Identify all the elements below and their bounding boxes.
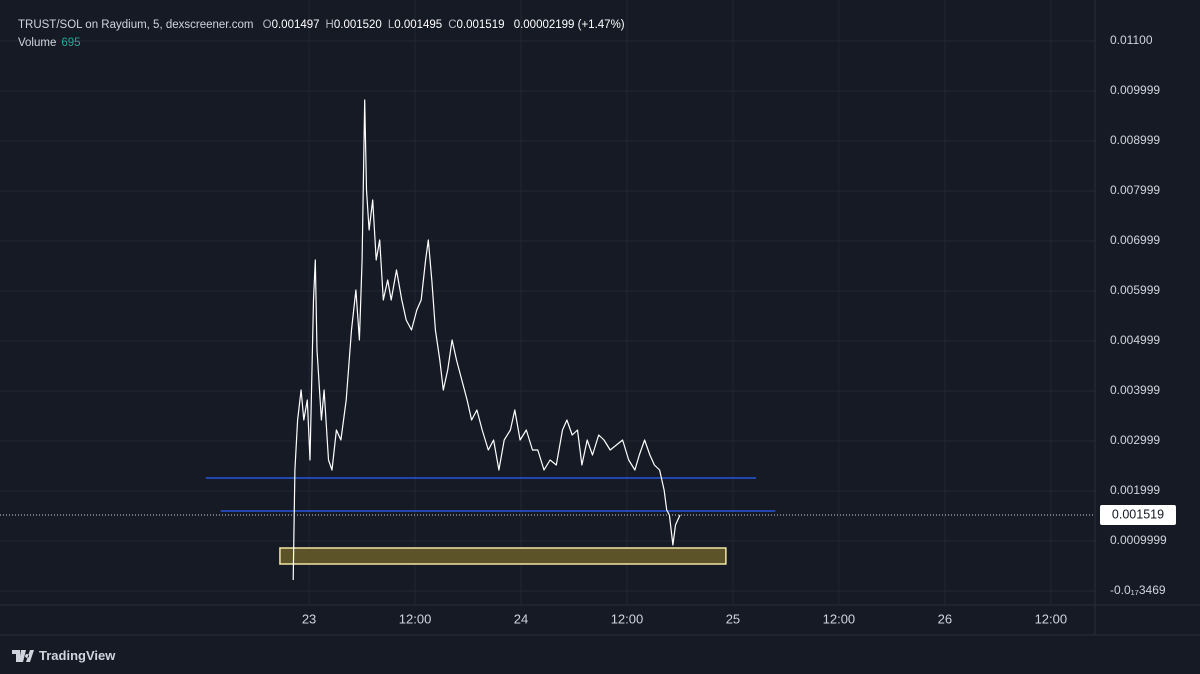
y-tick-label: 0.003999 [1110,383,1160,397]
y-tick-label: 0.004999 [1110,333,1160,347]
y-tick-label: 0.007999 [1110,183,1160,197]
brand-name: TradingView [39,648,116,663]
x-tick-label: 12:00 [823,611,856,626]
last-price-label: 0.001519 [1112,507,1164,521]
ohlc-value: 0.001497 [271,19,320,31]
y-tick-label: 0.008999 [1110,133,1160,147]
x-tick-label: 24 [514,611,528,626]
x-tick-label: 25 [726,611,740,626]
last-price-tag [1100,505,1176,526]
ohlc-key: C [448,19,457,31]
y-tick-label: 0.005999 [1110,283,1160,297]
brand-logo [12,649,34,662]
ohlc-value: 0.001519 [456,19,505,31]
ohlc-value: 0.001495 [394,19,443,31]
price-line [292,99,681,581]
legend-header: TRUST/SOL on Raydium, 5, dexscreener.com… [18,19,625,31]
volume-value: 695 [61,37,81,49]
x-tick-label: 12:00 [1035,611,1068,626]
brand: TradingView [12,648,115,663]
y-tick-label: -0.0₁₇3469 [1110,583,1166,597]
x-tick-label: 26 [938,611,952,626]
price-change: 0.00002199 (+1.47%) [513,19,625,31]
ohlc-key: H [325,19,334,31]
y-tick-label: 0.0009999 [1110,533,1167,547]
y-tick-label: 0.001999 [1110,483,1160,497]
x-tick-label: 12:00 [611,611,644,626]
y-tick-label: 0.006999 [1110,233,1160,247]
x-tick-label: 12:00 [399,611,432,626]
y-tick-label: 0.01100 [1110,33,1153,47]
ohlc-key: O [262,19,272,31]
y-tick-label: 0.009999 [1110,83,1160,97]
symbol-title: TRUST/SOL on Raydium, 5, dexscreener.com [18,19,254,31]
volume-legend: Volume 695 [18,37,81,49]
volume-label: Volume [18,37,57,49]
y-tick-label: 0.002999 [1110,433,1160,447]
zone [279,547,727,565]
ohlc-key: L [387,19,395,31]
ohlc-value: 0.001520 [333,19,382,31]
x-tick-label: 23 [302,611,316,626]
